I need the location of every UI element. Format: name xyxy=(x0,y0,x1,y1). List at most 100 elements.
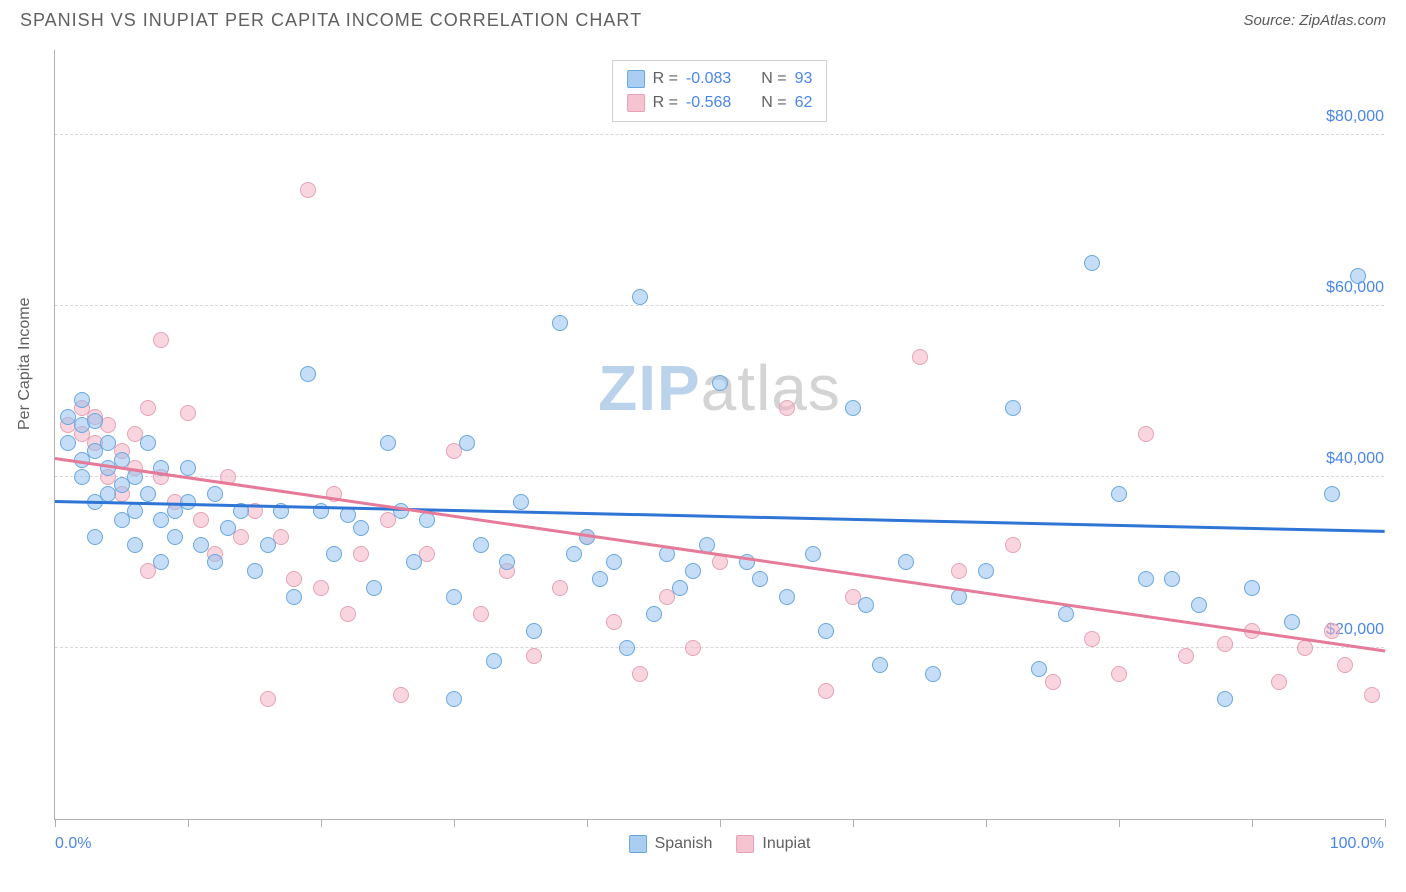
scatter-point-blue xyxy=(100,435,116,451)
scatter-point-blue xyxy=(140,486,156,502)
scatter-point-pink xyxy=(193,512,209,528)
scatter-point-pink xyxy=(1271,674,1287,690)
scatter-point-blue xyxy=(1284,614,1300,630)
scatter-point-blue xyxy=(87,529,103,545)
scatter-point-blue xyxy=(606,554,622,570)
swatch-icon xyxy=(736,835,754,853)
scatter-point-blue xyxy=(220,520,236,536)
scatter-point-pink xyxy=(1084,631,1100,647)
scatter-point-blue xyxy=(685,563,701,579)
x-tick xyxy=(55,819,56,827)
scatter-point-blue xyxy=(1005,400,1021,416)
scatter-point-blue xyxy=(127,537,143,553)
scatter-point-pink xyxy=(606,614,622,630)
scatter-point-blue xyxy=(499,554,515,570)
scatter-point-blue xyxy=(207,554,223,570)
scatter-point-blue xyxy=(247,563,263,579)
scatter-point-pink xyxy=(779,400,795,416)
scatter-point-blue xyxy=(300,366,316,382)
scatter-point-blue xyxy=(712,375,728,391)
n-value: 93 xyxy=(795,67,813,91)
x-axis-max-label: 100.0% xyxy=(1330,835,1384,853)
scatter-point-blue xyxy=(1191,597,1207,613)
scatter-point-blue xyxy=(353,520,369,536)
scatter-point-blue xyxy=(153,554,169,570)
scatter-point-pink xyxy=(340,606,356,622)
scatter-point-blue xyxy=(459,435,475,451)
scatter-point-blue xyxy=(978,563,994,579)
scatter-point-pink xyxy=(1138,426,1154,442)
x-tick xyxy=(1119,819,1120,827)
scatter-point-blue xyxy=(473,537,489,553)
gridline xyxy=(55,476,1384,477)
scatter-point-pink xyxy=(233,529,249,545)
gridline xyxy=(55,305,1384,306)
r-label: R = xyxy=(653,67,678,91)
scatter-point-pink xyxy=(1178,648,1194,664)
scatter-point-blue xyxy=(1111,486,1127,502)
r-label: R = xyxy=(653,91,678,115)
scatter-point-pink xyxy=(1111,666,1127,682)
scatter-point-blue xyxy=(818,623,834,639)
scatter-point-pink xyxy=(286,571,302,587)
scatter-point-blue xyxy=(1031,661,1047,677)
scatter-point-pink xyxy=(951,563,967,579)
legend-item-pink: Inupiat xyxy=(736,835,810,853)
scatter-point-pink xyxy=(313,580,329,596)
scatter-point-pink xyxy=(685,640,701,656)
scatter-point-blue xyxy=(752,571,768,587)
scatter-point-blue xyxy=(805,546,821,562)
y-tick-label: $40,000 xyxy=(1324,450,1386,468)
scatter-point-pink xyxy=(552,580,568,596)
scatter-point-pink xyxy=(818,683,834,699)
scatter-point-pink xyxy=(1297,640,1313,656)
scatter-point-pink xyxy=(180,405,196,421)
scatter-point-pink xyxy=(1364,687,1380,703)
scatter-point-blue xyxy=(286,589,302,605)
r-value: -0.568 xyxy=(686,91,731,115)
scatter-point-blue xyxy=(340,507,356,523)
scatter-point-pink xyxy=(1337,657,1353,673)
scatter-point-pink xyxy=(393,687,409,703)
scatter-point-blue xyxy=(260,537,276,553)
n-value: 62 xyxy=(795,91,813,115)
legend-row-blue: R = -0.083 N = 93 xyxy=(627,67,813,91)
x-tick xyxy=(321,819,322,827)
scatter-point-pink xyxy=(912,349,928,365)
x-tick xyxy=(1385,819,1386,827)
scatter-point-blue xyxy=(127,503,143,519)
scatter-point-blue xyxy=(446,691,462,707)
scatter-chart: ZIPatlas R = -0.083 N = 93 R = -0.568 N … xyxy=(54,50,1384,820)
r-value: -0.083 xyxy=(686,67,731,91)
scatter-point-blue xyxy=(592,571,608,587)
scatter-point-blue xyxy=(180,460,196,476)
n-label: N = xyxy=(761,67,786,91)
trend-line-pink xyxy=(55,457,1385,652)
chart-source: Source: ZipAtlas.com xyxy=(1243,12,1386,29)
scatter-point-blue xyxy=(74,469,90,485)
scatter-point-blue xyxy=(446,589,462,605)
scatter-point-pink xyxy=(712,554,728,570)
scatter-point-pink xyxy=(1217,636,1233,652)
swatch-icon xyxy=(627,70,645,88)
scatter-point-blue xyxy=(526,623,542,639)
scatter-point-pink xyxy=(1045,674,1061,690)
scatter-point-blue xyxy=(845,400,861,416)
legend-label: Spanish xyxy=(655,835,713,853)
scatter-point-blue xyxy=(858,597,874,613)
y-axis-label: Per Capita Income xyxy=(16,297,34,430)
scatter-point-blue xyxy=(380,435,396,451)
x-tick xyxy=(1252,819,1253,827)
scatter-point-pink xyxy=(260,691,276,707)
swatch-icon xyxy=(629,835,647,853)
chart-title: SPANISH VS INUPIAT PER CAPITA INCOME COR… xyxy=(20,10,642,31)
scatter-point-pink xyxy=(1005,537,1021,553)
scatter-point-blue xyxy=(872,657,888,673)
legend-item-blue: Spanish xyxy=(629,835,713,853)
scatter-point-pink xyxy=(140,400,156,416)
scatter-point-blue xyxy=(486,653,502,669)
x-tick xyxy=(454,819,455,827)
scatter-point-blue xyxy=(646,606,662,622)
scatter-point-blue xyxy=(1058,606,1074,622)
scatter-point-blue xyxy=(632,289,648,305)
